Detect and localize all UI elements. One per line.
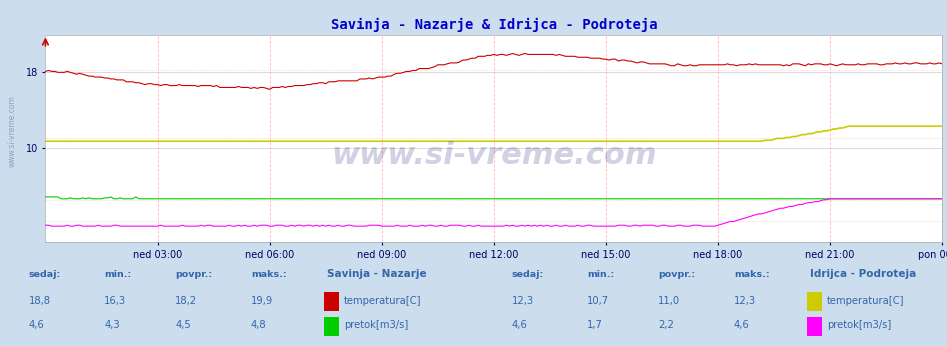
Text: min.:: min.:	[587, 270, 615, 279]
Text: 4,6: 4,6	[511, 320, 527, 330]
Text: 12,3: 12,3	[511, 296, 533, 306]
Text: sedaj:: sedaj:	[511, 270, 544, 279]
Text: 12,3: 12,3	[734, 296, 756, 306]
Text: 18,2: 18,2	[175, 296, 197, 306]
Text: 4,8: 4,8	[251, 320, 266, 330]
Text: Idrijca - Podroteja: Idrijca - Podroteja	[810, 268, 916, 279]
Text: 11,0: 11,0	[658, 296, 680, 306]
Text: 16,3: 16,3	[104, 296, 126, 306]
Text: maks.:: maks.:	[734, 270, 770, 279]
Text: pretok[m3/s]: pretok[m3/s]	[344, 320, 408, 330]
Text: maks.:: maks.:	[251, 270, 287, 279]
Text: povpr.:: povpr.:	[658, 270, 695, 279]
Text: temperatura[C]: temperatura[C]	[344, 296, 421, 306]
Text: www.si-vreme.com: www.si-vreme.com	[331, 140, 656, 170]
Text: 4,6: 4,6	[734, 320, 750, 330]
Title: Savinja - Nazarje & Idrijca - Podroteja: Savinja - Nazarje & Idrijca - Podroteja	[331, 18, 657, 32]
Text: 2,2: 2,2	[658, 320, 674, 330]
Text: temperatura[C]: temperatura[C]	[827, 296, 904, 306]
Text: 19,9: 19,9	[251, 296, 273, 306]
Text: 4,5: 4,5	[175, 320, 191, 330]
Text: min.:: min.:	[104, 270, 132, 279]
Text: pretok[m3/s]: pretok[m3/s]	[827, 320, 891, 330]
Text: 1,7: 1,7	[587, 320, 603, 330]
Text: povpr.:: povpr.:	[175, 270, 212, 279]
Text: 4,6: 4,6	[28, 320, 45, 330]
Text: 18,8: 18,8	[28, 296, 50, 306]
Text: Savinja - Nazarje: Savinja - Nazarje	[327, 268, 426, 279]
Text: www.si-vreme.com: www.si-vreme.com	[8, 95, 17, 167]
Text: 10,7: 10,7	[587, 296, 609, 306]
Text: 4,3: 4,3	[104, 320, 119, 330]
Text: sedaj:: sedaj:	[28, 270, 61, 279]
